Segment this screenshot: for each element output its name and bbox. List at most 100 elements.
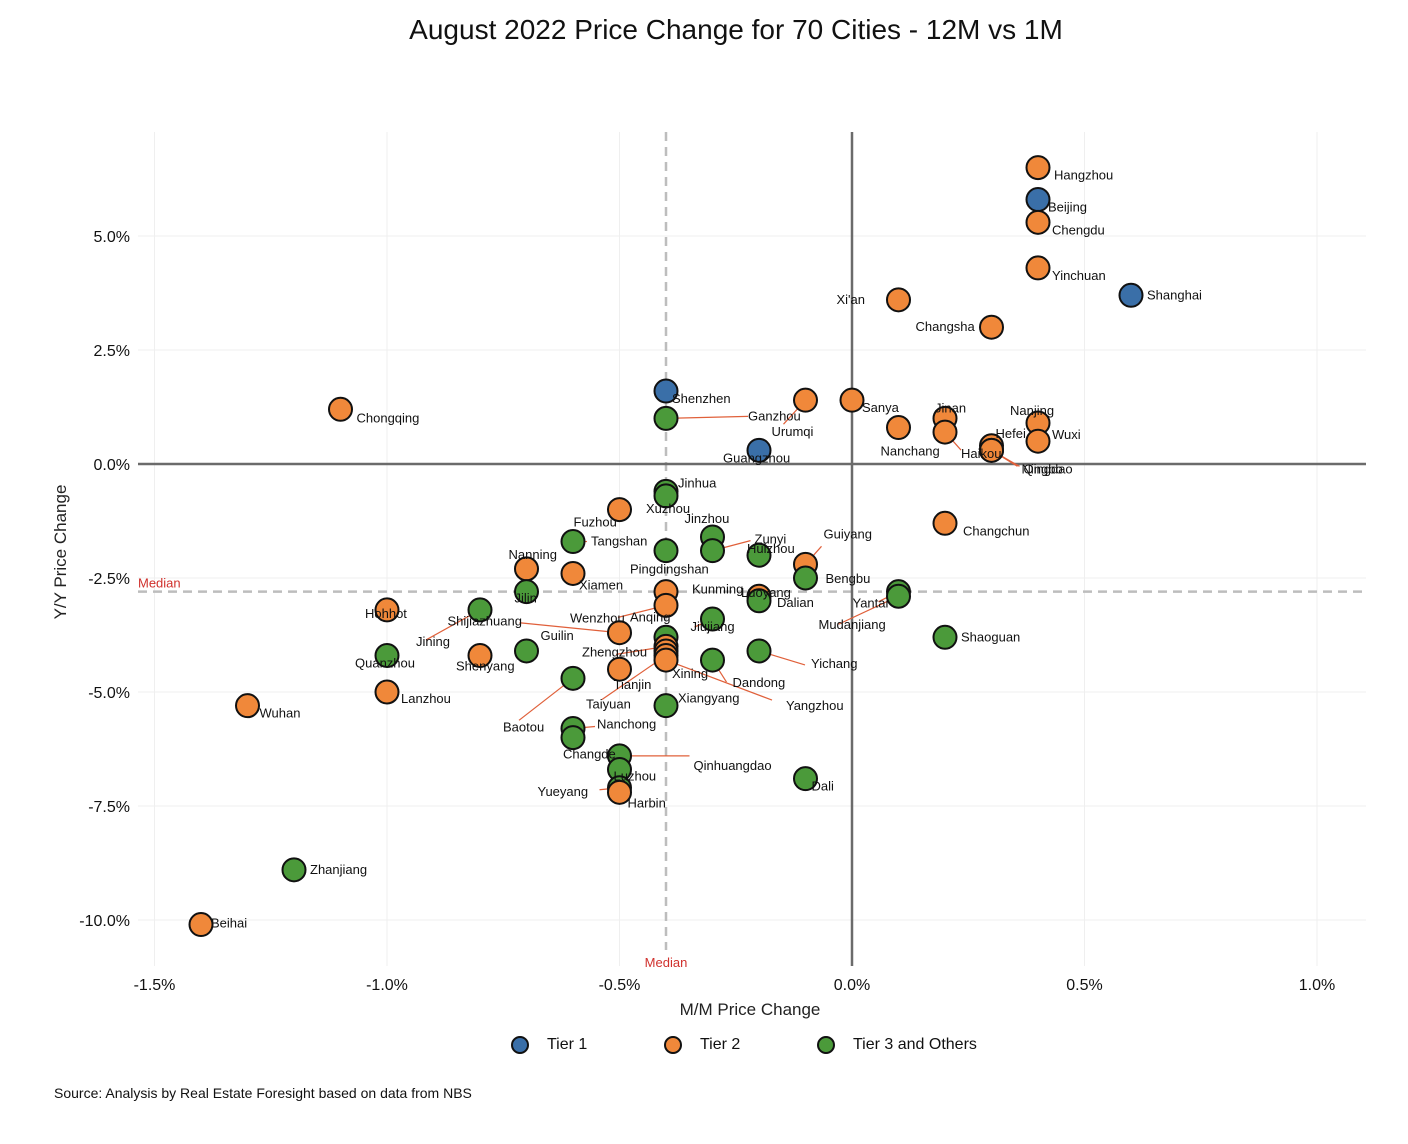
point-chongqing [328, 396, 353, 422]
point-label: Hangzhou [1054, 168, 1113, 183]
legend-item-tier1: Tier 1 [511, 1036, 587, 1054]
point-xiamen [560, 560, 586, 586]
point-urumqi [793, 387, 818, 413]
point-guangzhou [746, 437, 772, 463]
point-tianjin [607, 656, 632, 682]
legend-label: Tier 3 and Others [853, 1036, 977, 1053]
point-shijiazhuang [607, 620, 632, 646]
data-points [188, 155, 1144, 938]
point-label: Fuzhou [574, 515, 617, 530]
point-changsha [979, 314, 1004, 340]
y-tick-label: 5.0% [94, 229, 130, 246]
y-tick-label: -10.0% [79, 913, 130, 930]
point-wenzhou [653, 592, 679, 618]
point-shanghai [1118, 282, 1144, 308]
point-label: Dandong [733, 675, 786, 690]
point-dandong [700, 647, 725, 673]
point-label: Shijiazhuang [448, 614, 522, 629]
point-lanzhou [374, 679, 400, 705]
point-jiujiang [700, 606, 725, 632]
point-label: Chongqing [357, 410, 420, 425]
x-tick-label: -1.0% [366, 977, 408, 994]
point-label: Qinhuangdao [694, 758, 772, 773]
point-label: Ganzhou [748, 408, 801, 423]
point-label: Quanzhou [355, 656, 415, 671]
tier2-swatch [664, 1036, 682, 1054]
y-tick-label: -2.5% [88, 571, 130, 588]
point-fuzhou [607, 497, 632, 523]
point-label: Harbin [628, 795, 666, 810]
legend-item-tier2: Tier 2 [664, 1036, 740, 1054]
y-tick-label: -5.0% [88, 685, 130, 702]
point-label: Baotou [503, 719, 544, 734]
point-label: Pingdingshan [630, 562, 709, 577]
point-label: Jiujiang [691, 619, 735, 634]
x-tick-label: 0.5% [1066, 977, 1102, 994]
point-label: Haikou [961, 446, 1001, 461]
legend-label: Tier 2 [700, 1036, 741, 1053]
point-qingdao [979, 437, 1004, 463]
point-beihai [188, 912, 214, 938]
point-labels: Hangzhou Beijing Chengdu Yinchuan Shanghai Xi… [211, 168, 1202, 931]
tier1-swatch [511, 1036, 529, 1054]
point-label: Beihai [211, 916, 247, 931]
point-baotou [560, 665, 586, 691]
point-label: Jining [416, 634, 450, 649]
point-label: Tianjin [614, 677, 652, 692]
point-zunyi [700, 538, 725, 564]
point-label: Guiyang [824, 526, 872, 541]
point-label: Shaoguan [961, 629, 1020, 644]
point-label: Beijing [1048, 200, 1087, 215]
point-label: Yantai [853, 596, 889, 611]
point-label: Bengbu [826, 571, 871, 586]
x-axis-title: M/M Price Change [680, 1000, 821, 1019]
leader-line [519, 622, 620, 634]
point-guilin [514, 638, 539, 664]
point-sanya [839, 387, 865, 413]
point-harbin [607, 779, 632, 805]
point-label: Guangzhou [723, 450, 790, 465]
point-label: Xuzhou [646, 501, 690, 516]
point-luoyang [746, 588, 772, 614]
point-label: Nanchang [881, 444, 940, 459]
point-xiangyang [653, 693, 679, 719]
point-label: Tangshan [591, 534, 647, 549]
median-x-label: Median [645, 955, 688, 970]
point-yinchuan [1025, 255, 1051, 281]
point-label: Wenzhou [570, 610, 625, 625]
point-label: Luzhou [614, 769, 657, 784]
point-label: Zunyi [755, 532, 787, 547]
point-label: Sanya [862, 400, 900, 415]
point-label: Changde [563, 747, 616, 762]
point-shenzhen [653, 378, 679, 404]
point-zhanjiang [281, 857, 307, 883]
point-label: Jinhua [678, 475, 717, 490]
point-wuhan [235, 693, 260, 719]
point-jining [467, 597, 493, 623]
point-label: Wuhan [260, 706, 301, 721]
x-tick-label: 1.0% [1299, 977, 1335, 994]
point-label: Yangzhou [786, 698, 844, 713]
point-label: Yichang [811, 656, 858, 671]
point-label: Lanzhou [401, 691, 451, 706]
axes: -1.5% -1.0% -0.5% 0.0% 0.5% 1.0% 5.0% 2.5% 0.0% -… [79, 132, 1366, 994]
point-label: Guilin [541, 628, 574, 643]
y-tick-label: 2.5% [94, 343, 130, 360]
x-tick-label: 0.0% [834, 977, 870, 994]
point-nanchang [886, 415, 911, 441]
point-label: Anqing [630, 609, 670, 624]
point-tangshan [560, 529, 586, 555]
legend-label: Tier 1 [547, 1036, 588, 1053]
point-label: Xi'an [837, 292, 866, 307]
legend-item-tier3: Tier 3 and Others [817, 1036, 977, 1054]
point-jilin [514, 579, 539, 605]
point-label: Dalian [777, 595, 814, 610]
point-beijing [1025, 187, 1051, 213]
legend: Tier 1 Tier 2 Tier 3 and Others [0, 1036, 1408, 1060]
point-label: Jinzhou [685, 511, 730, 526]
leader-line [665, 415, 749, 419]
point-bengbu [793, 565, 818, 591]
point-yangzhou [653, 647, 679, 673]
point-label: Hefei [996, 426, 1026, 441]
point-label: Taiyuan [586, 697, 631, 712]
